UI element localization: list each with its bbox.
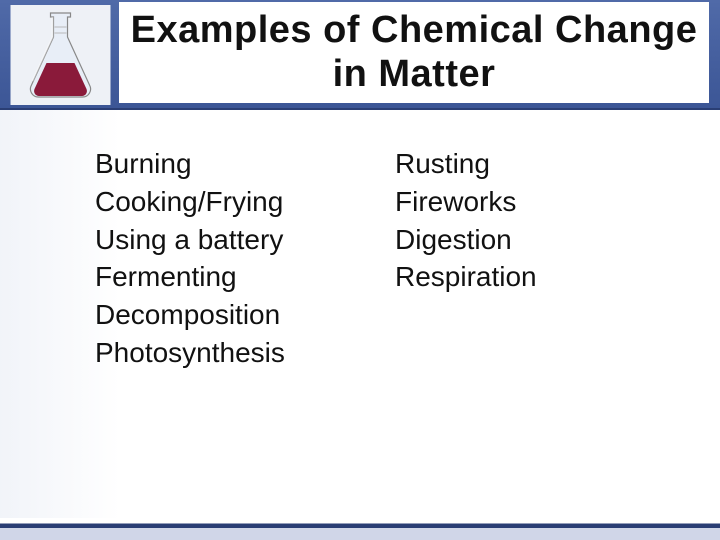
right-column: Rusting Fireworks Digestion Respiration: [395, 145, 655, 372]
list-item: Photosynthesis: [95, 334, 395, 372]
list-item: Fermenting: [95, 258, 395, 296]
list-item: Respiration: [395, 258, 655, 296]
title-box: Examples of Chemical Change in Matter: [119, 2, 709, 103]
left-column: Burning Cooking/Frying Using a battery F…: [95, 145, 395, 372]
list-item: Using a battery: [95, 221, 395, 259]
list-item: Burning: [95, 145, 395, 183]
page-title: Examples of Chemical Change in Matter: [119, 9, 709, 96]
flask-image: [8, 5, 113, 105]
content-area: Burning Cooking/Frying Using a battery F…: [95, 145, 655, 372]
list-item: Rusting: [395, 145, 655, 183]
list-item: Digestion: [395, 221, 655, 259]
list-item: Decomposition: [95, 296, 395, 334]
list-item: Fireworks: [395, 183, 655, 221]
list-item: Cooking/Frying: [95, 183, 395, 221]
footer-accent: [0, 518, 720, 540]
erlenmeyer-flask-icon: [8, 5, 113, 105]
